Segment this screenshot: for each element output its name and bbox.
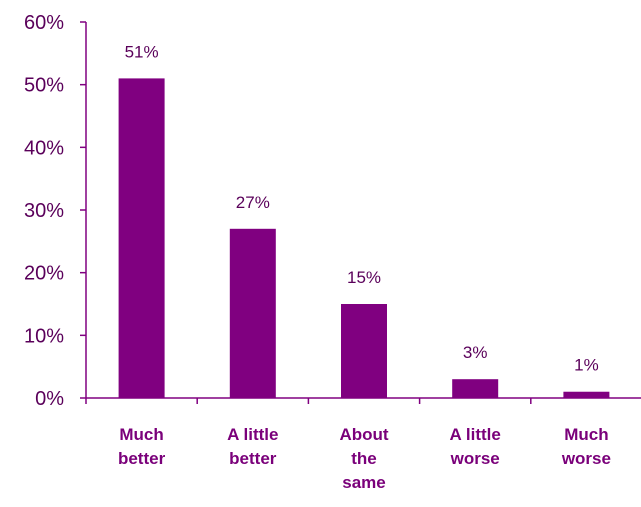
y-axis: 0% 10% 20% 30% 40% 50% 60% — [24, 12, 87, 410]
data-labels: 51% 27% 15% 3% 1% — [125, 42, 599, 374]
category-label-line: better — [118, 449, 166, 468]
bar — [229, 228, 276, 398]
y-tick-label: 30% — [24, 200, 64, 222]
bars — [118, 78, 610, 399]
y-tick-label: 0% — [35, 388, 64, 410]
data-label: 27% — [236, 193, 270, 212]
category-label: A little better — [227, 425, 278, 468]
y-tick-label: 50% — [24, 75, 64, 97]
y-tick-label: 60% — [24, 12, 64, 34]
y-tick-label: 40% — [24, 137, 64, 159]
category-label-line: the — [351, 449, 377, 468]
y-tick-label: 10% — [24, 325, 64, 347]
data-label: 51% — [125, 42, 159, 61]
category-label-line: A little — [450, 425, 501, 444]
category-label-line: better — [229, 449, 277, 468]
category-label: Much better — [118, 425, 166, 468]
y-tick-label: 20% — [24, 263, 64, 285]
bar — [563, 391, 610, 398]
category-labels: Much better A little better About the same A li… — [118, 425, 611, 492]
category-label: About the same — [339, 425, 388, 492]
bar — [452, 379, 499, 398]
category-label: Much worse — [561, 425, 611, 468]
data-label: 3% — [463, 343, 488, 362]
bar — [118, 78, 165, 399]
category-label: A little worse — [450, 425, 501, 468]
category-label-line: same — [342, 473, 385, 492]
category-label-line: worse — [450, 449, 500, 468]
category-label-line: About — [339, 425, 388, 444]
data-label: 1% — [574, 356, 599, 375]
category-label-line: A little — [227, 425, 278, 444]
x-axis — [85, 397, 641, 404]
bar — [341, 304, 387, 398]
data-label: 15% — [347, 268, 381, 287]
category-label-line: worse — [561, 449, 611, 468]
category-label-line: Much — [564, 425, 608, 444]
category-label-line: Much — [119, 425, 163, 444]
